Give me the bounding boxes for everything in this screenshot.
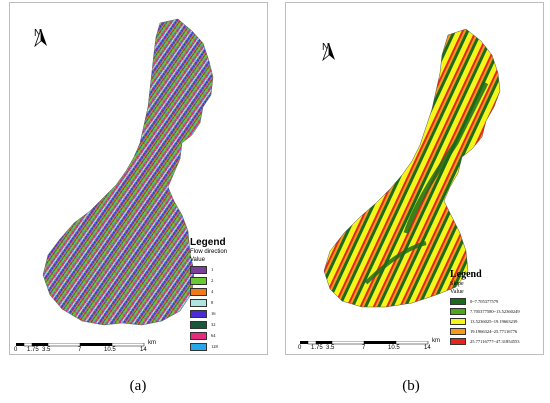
watershed-area <box>323 28 501 308</box>
scale-tick: 7 <box>78 347 82 353</box>
legend-swatch <box>450 307 466 315</box>
scale-unit: km <box>148 340 156 346</box>
scale-bar: 0 1.75 3.5 7 10.5 14 km <box>14 340 174 355</box>
scale-tick: 1.75 <box>27 347 39 353</box>
legend-item: 32 <box>190 319 227 330</box>
legend-item: 4 <box>190 286 227 297</box>
legend-value-label: Value <box>450 289 464 295</box>
legend-item-label: 4 <box>211 289 214 294</box>
north-arrow-icon <box>322 43 335 61</box>
legend-item: 19.1966324~25.77116776 <box>450 326 520 336</box>
legend-item-label: 0~7.705377579 <box>470 298 499 304</box>
scale-tick: 14 <box>424 345 431 351</box>
legend-slope: Legend Slope Value 0~7.705377579 7.70537… <box>450 269 520 346</box>
scale-bar-graphic <box>16 343 145 347</box>
legend-item-label: 32 <box>211 322 216 327</box>
legend-item-label: 64 <box>211 333 216 338</box>
legend-title: Legend <box>450 269 482 280</box>
legend-item-label: 2 <box>211 278 214 283</box>
legend-item-label: 13.5236025~19.19663239 <box>470 318 518 324</box>
legend-item: 64 <box>190 330 227 341</box>
map-panel-flow-direction: N Legend Flow direction Value 1 2 4 8 16… <box>9 2 268 355</box>
map-panel-slope: N Legend Slope Value 0~7.705377579 7.705… <box>285 2 544 355</box>
flow-direction-map <box>42 18 214 326</box>
scale-unit: km <box>432 338 440 344</box>
legend-item-label: 128 <box>211 344 218 349</box>
legend-item: 16 <box>190 308 227 319</box>
legend-item: 7.705377580~13.52360249 <box>450 306 520 316</box>
legend-swatch <box>450 297 466 305</box>
legend-item-label: 1 <box>211 267 214 272</box>
legend-item: 2 <box>190 275 227 286</box>
scale-tick: 3.5 <box>42 347 51 353</box>
legend-swatch <box>190 331 207 340</box>
scale-tick: 0 <box>298 345 302 351</box>
legend-subtitle: Flow direction <box>190 249 228 255</box>
legend-item: 0~7.705377579 <box>450 296 520 306</box>
legend-swatch <box>450 337 466 345</box>
legend-item-label: 19.1966324~25.77116776 <box>470 328 518 334</box>
north-label: N <box>34 28 42 39</box>
caption-b: (b) <box>402 378 420 394</box>
scale-bar-graphic <box>300 341 429 345</box>
legend-item: 13.5236025~19.19663239 <box>450 316 520 326</box>
legend-flow-direction: Legend Flow direction Value 1 2 4 8 16 3… <box>190 237 227 352</box>
legend-swatch <box>190 265 207 274</box>
legend-swatch <box>190 287 207 296</box>
legend-swatch <box>190 276 207 285</box>
valley-channel <box>364 241 427 285</box>
scale-tick: 10.5 <box>104 347 116 353</box>
scale-tick: 3.5 <box>326 345 335 351</box>
legend-item-label: 8 <box>211 300 214 305</box>
caption-a: (a) <box>129 378 147 394</box>
legend-item-label: 25.77116777~47.31854553 <box>470 338 520 344</box>
north-arrow: N <box>34 28 47 47</box>
legend-swatch <box>190 320 207 329</box>
legend-swatch <box>450 317 466 325</box>
north-arrow-icon <box>34 29 47 47</box>
legend-swatch <box>190 342 207 351</box>
legend-item-label: 16 <box>211 311 216 316</box>
scale-tick: 7 <box>362 345 366 351</box>
legend-swatch <box>190 309 207 318</box>
legend-subtitle: Slope <box>450 281 464 287</box>
slope-map <box>323 28 501 308</box>
legend-item-label: 7.705377580~13.52360249 <box>470 308 520 314</box>
legend-title: Legend <box>190 237 226 248</box>
legend-swatch <box>190 298 207 307</box>
legend-swatch <box>450 327 466 335</box>
north-label: N <box>322 42 330 53</box>
scale-bar: 0 1.75 3.5 7 10.5 14 km <box>298 338 458 353</box>
scale-tick: 1.75 <box>311 345 323 351</box>
scale-tick: 10.5 <box>388 345 400 351</box>
scale-tick: 14 <box>140 347 147 353</box>
legend-item: 128 <box>190 341 227 352</box>
valley-channel <box>403 81 489 234</box>
legend-item: 25.77116777~47.31854553 <box>450 336 520 346</box>
north-arrow: N <box>322 42 335 61</box>
legend-item: 8 <box>190 297 227 308</box>
legend-item: 1 <box>190 264 227 275</box>
legend-value-label: Value <box>190 257 205 263</box>
scale-tick: 0 <box>14 347 18 353</box>
